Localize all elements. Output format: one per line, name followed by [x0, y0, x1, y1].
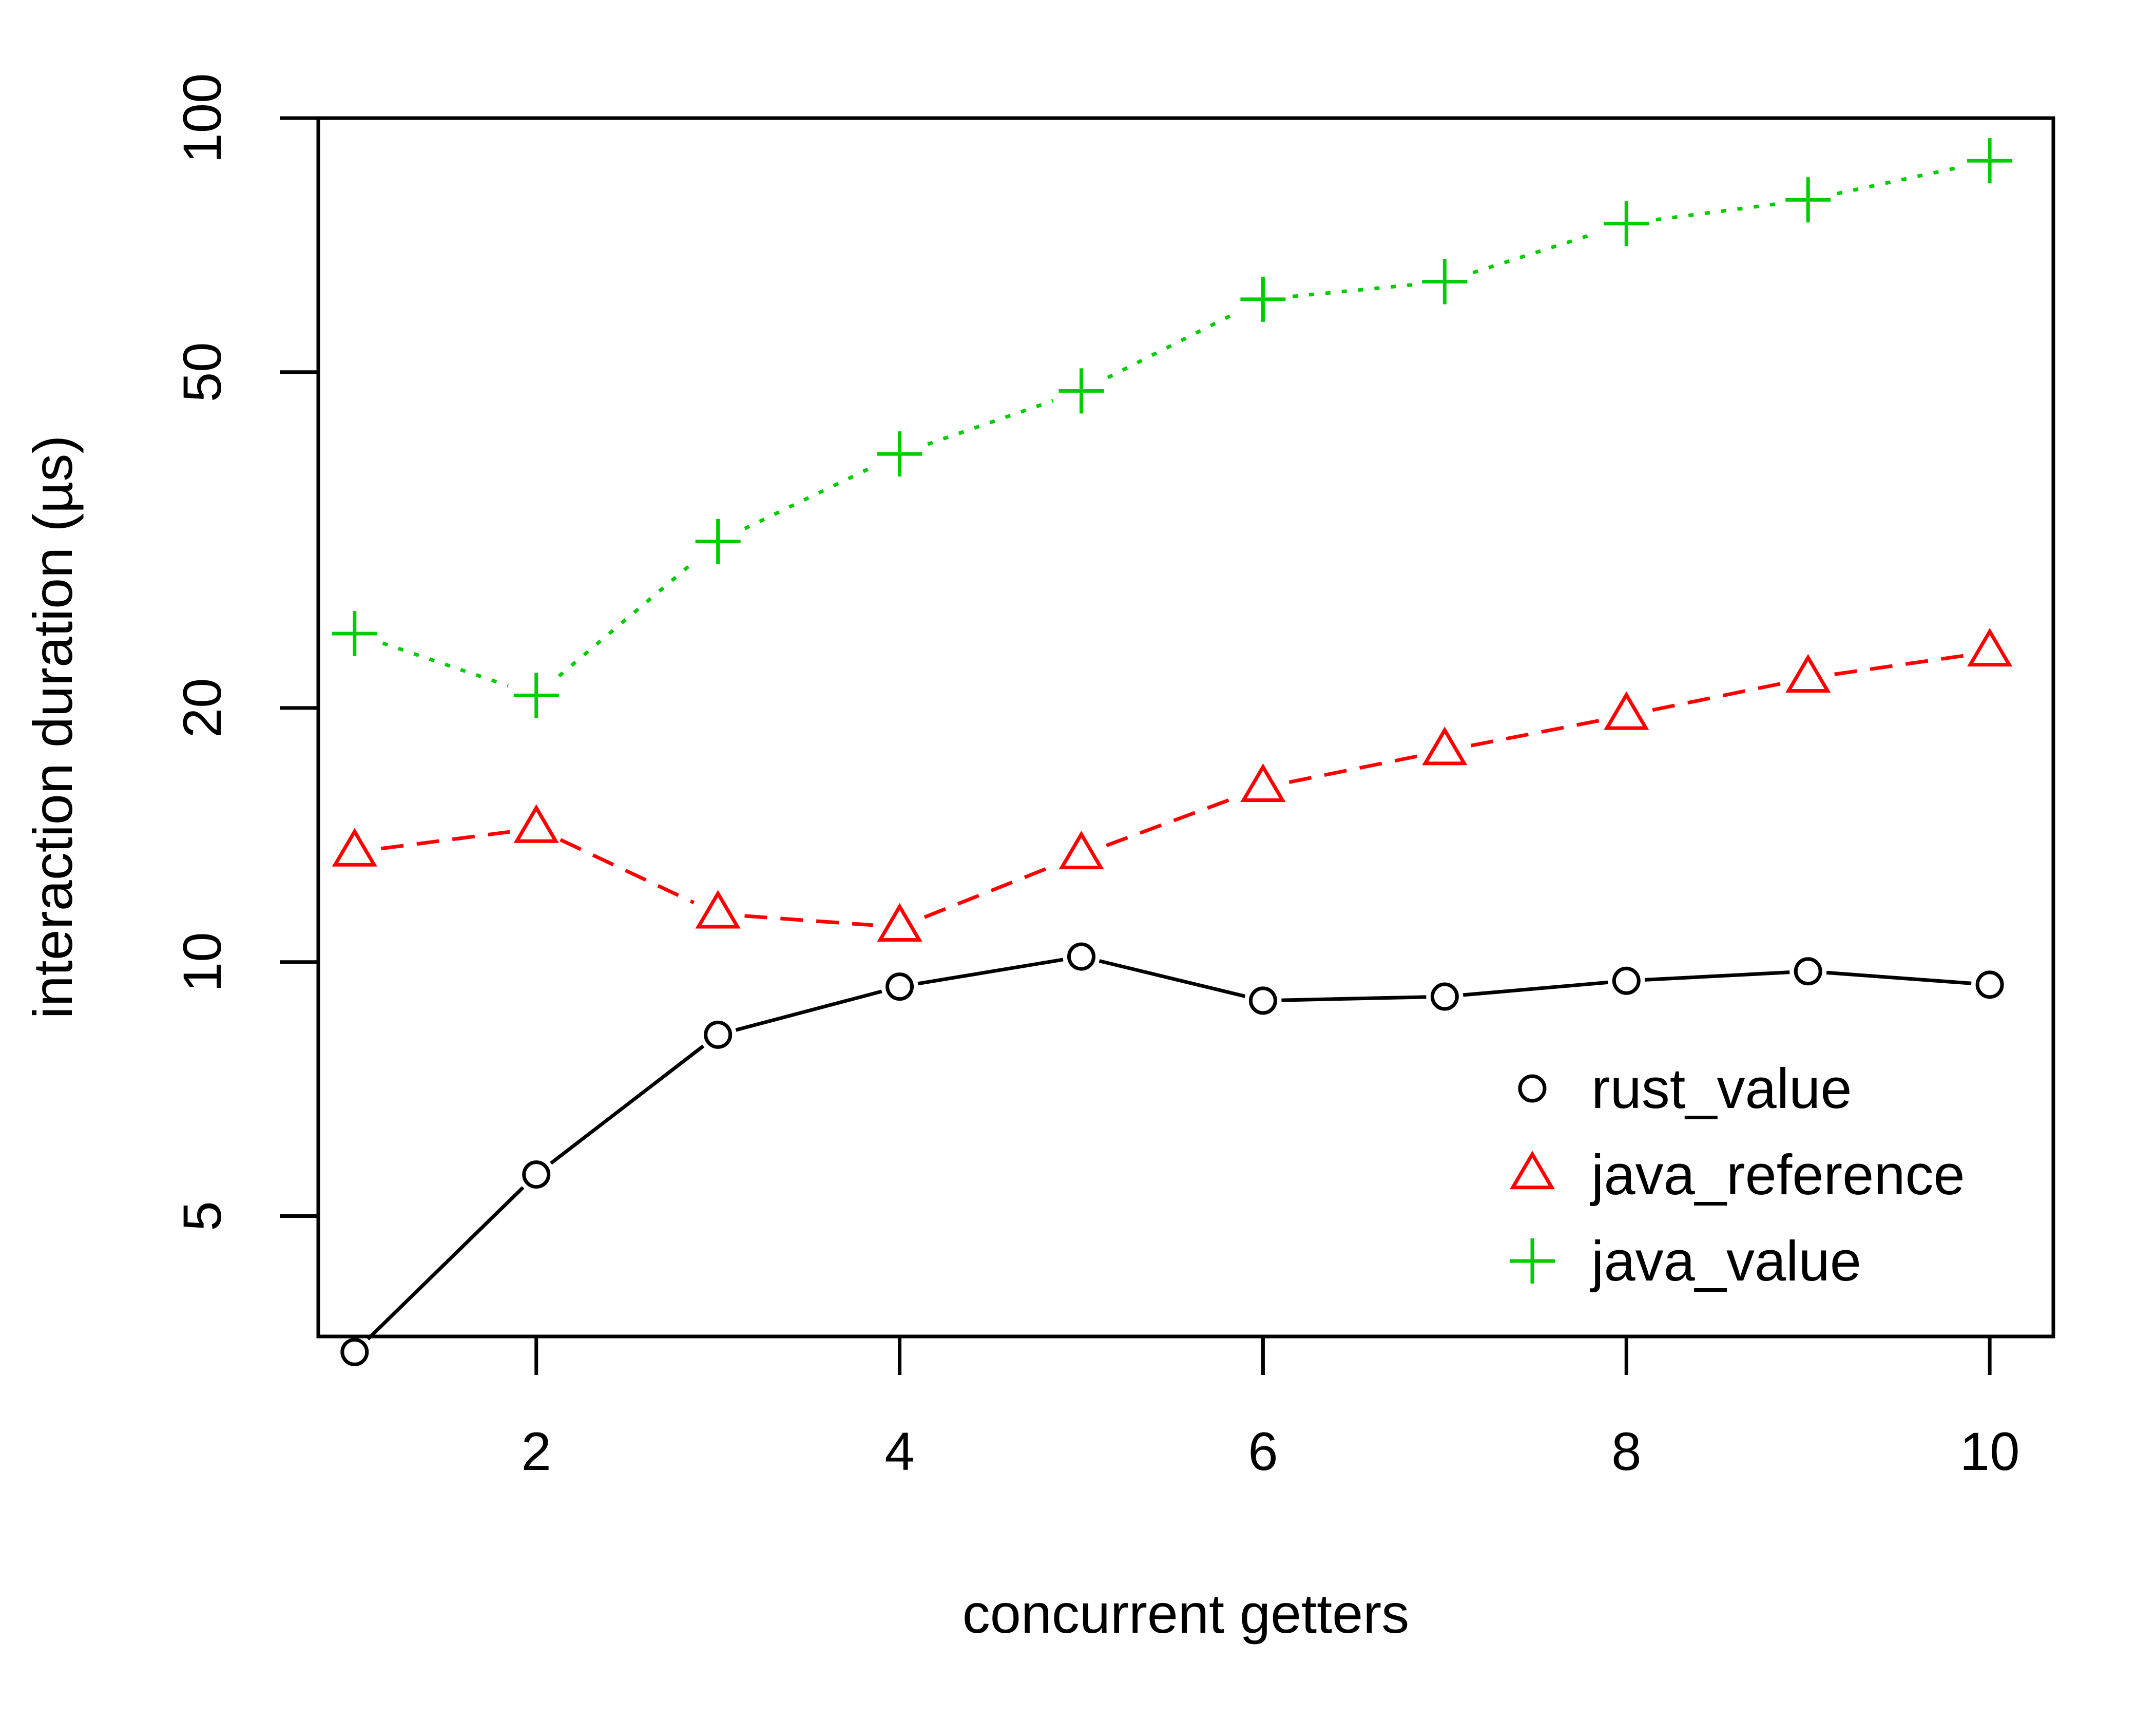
data-point-triangle: [1058, 830, 1104, 870]
legend-label: java_value: [1590, 1230, 1861, 1293]
data-point-circle: [340, 1337, 369, 1366]
data-point-plus: [1058, 368, 1104, 414]
series-line-segment: [1099, 959, 1246, 998]
y-tick-label: 20: [172, 678, 233, 738]
x-tick-label: 4: [884, 1422, 914, 1482]
data-point-circle: [1067, 942, 1095, 971]
axis-ticks: 2 4 6 8 10 5 10 20 50 100: [172, 73, 2020, 1482]
data-point-triangle: [1422, 727, 1468, 766]
data-point-triangle: [1240, 763, 1286, 802]
plot-area-frame: [316, 116, 2055, 1339]
legend-item: java_value: [1510, 1230, 1861, 1293]
data-point-triangle: [1967, 627, 2013, 667]
series-line-segment: [927, 399, 1054, 446]
series-line-segment: [550, 1044, 705, 1165]
series-line-segment: [382, 641, 509, 687]
data-point-circle: [1248, 986, 1277, 1015]
legend-item: rust_value: [1518, 1057, 1852, 1120]
series-line-segment: [744, 465, 874, 530]
x-axis-title: concurrent getters: [962, 1582, 1409, 1645]
data-point-triangle: [1604, 691, 1649, 730]
data-point-circle: [1612, 966, 1641, 995]
data-point-circle: [1794, 957, 1822, 986]
series-rust_value: [340, 942, 2004, 1366]
series-line-segment: [1107, 311, 1238, 379]
legend-item: java_reference: [1509, 1143, 1965, 1207]
y-tick-label: 100: [172, 73, 233, 163]
data-point-circle: [704, 1020, 733, 1049]
series-line-segment: [917, 958, 1064, 986]
series-line-segment: [1462, 980, 1608, 997]
data-point-triangle: [695, 890, 741, 929]
series-line-segment: [1281, 995, 1427, 1002]
series-line-segment: [1656, 202, 1779, 222]
data-point-triangle: [877, 903, 922, 942]
series-java_value: [332, 138, 2013, 718]
series-line-segment: [1826, 970, 1972, 985]
legend-label: rust_value: [1591, 1057, 1852, 1120]
data-point-plus: [1785, 177, 1831, 223]
data-point-triangle: [332, 828, 377, 867]
x-tick-label: 6: [1248, 1422, 1278, 1482]
y-tick-label: 10: [172, 932, 233, 992]
data-point-plus: [513, 673, 559, 718]
series-line-segment: [744, 914, 873, 927]
data-point-plus: [1604, 201, 1649, 246]
data-point-plus: [1240, 276, 1286, 322]
data-point-plus: [1967, 138, 2013, 184]
data-point-circle: [522, 1160, 551, 1189]
y-axis-title: interaction duration (µs): [22, 435, 84, 1019]
series-line-segment: [1645, 970, 1790, 982]
data-point-triangle: [513, 804, 559, 843]
data-point-plus: [877, 431, 922, 477]
series-line-segment: [557, 559, 697, 678]
series-line-segment: [1288, 754, 1419, 784]
series-line-segment: [1837, 165, 1961, 196]
series-line-segment: [1106, 795, 1239, 848]
series-line-segment: [1472, 231, 1599, 275]
series-line-segment: [1834, 654, 1964, 676]
y-tick-label: 5: [172, 1201, 233, 1231]
x-tick-label: 10: [1960, 1422, 2020, 1482]
data-point-triangle: [1785, 654, 1831, 693]
series-line-segment: [1292, 282, 1415, 298]
data-point-circle: [1975, 970, 2004, 999]
data-point-triangle: [1509, 1151, 1555, 1190]
series-line-segment: [367, 1186, 525, 1341]
legend-label: java_reference: [1590, 1143, 1965, 1207]
data-point-plus: [1422, 259, 1468, 304]
series-line-segment: [923, 863, 1057, 919]
series-line-segment: [735, 989, 882, 1032]
x-tick-label: 2: [522, 1422, 551, 1482]
data-point-plus: [695, 519, 741, 564]
series-line-segment: [1652, 681, 1782, 712]
data-point-circle: [1430, 982, 1459, 1011]
data-point-circle: [1518, 1074, 1547, 1103]
series-line-segment: [560, 838, 695, 905]
y-tick-label: 50: [172, 342, 233, 402]
data-point-plus: [1510, 1238, 1555, 1284]
series-line-segment: [1470, 718, 1601, 748]
series-line-segment: [380, 830, 510, 851]
series-layer: [332, 138, 2013, 1366]
legend: rust_value java_reference java_value: [1509, 1057, 1965, 1293]
series-java_reference: [332, 627, 2013, 942]
data-point-circle: [886, 972, 914, 1001]
data-point-plus: [332, 611, 377, 657]
x-tick-label: 8: [1611, 1422, 1641, 1482]
